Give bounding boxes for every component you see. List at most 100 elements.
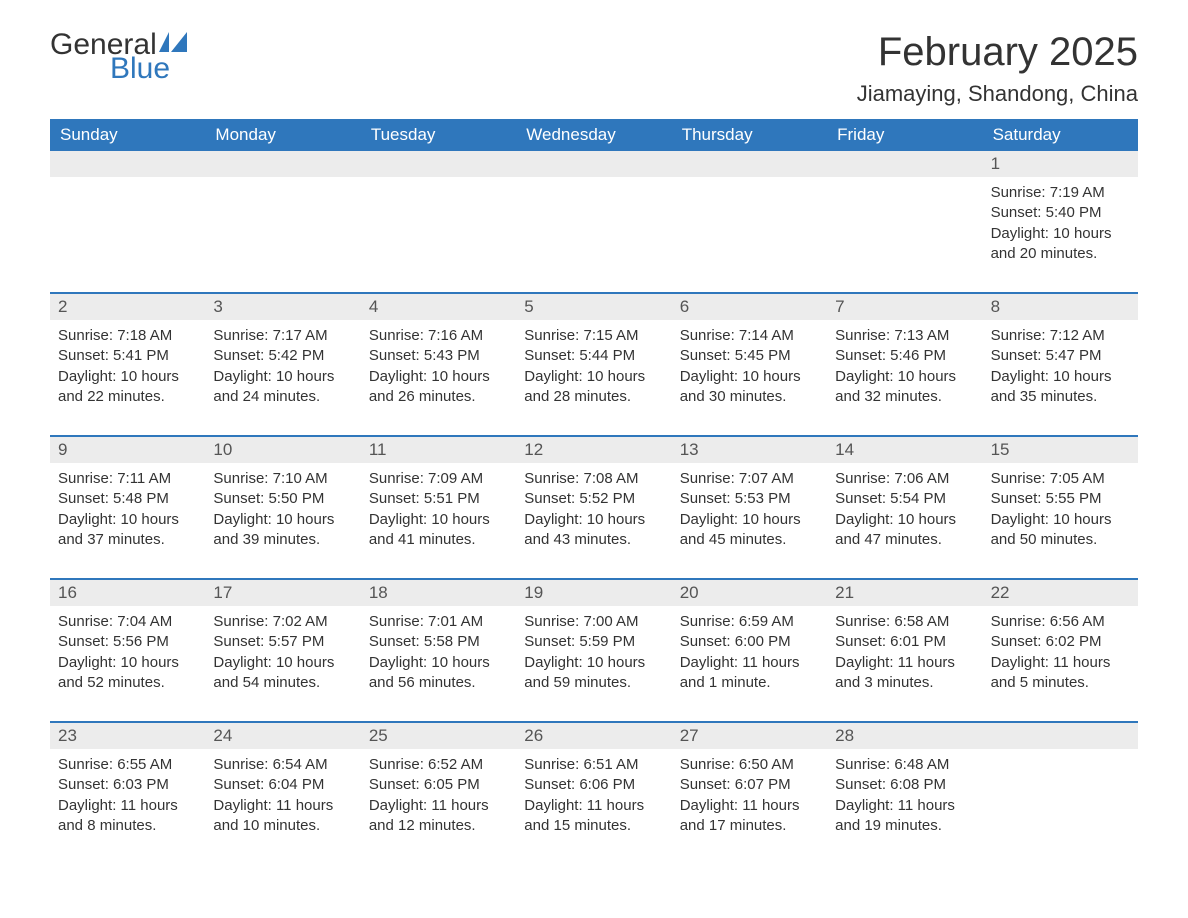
weeks-container: 1Sunrise: 7:19 AMSunset: 5:40 PMDaylight…: [50, 151, 1138, 846]
day-line: Sunrise: 6:56 AM: [991, 612, 1130, 632]
day-line: Sunrise: 7:06 AM: [835, 469, 974, 489]
day-cell: 12Sunrise: 7:08 AMSunset: 5:52 PMDayligh…: [516, 437, 671, 560]
day-number: [516, 151, 671, 177]
day-cell: 3Sunrise: 7:17 AMSunset: 5:42 PMDaylight…: [205, 294, 360, 417]
day-line: Sunset: 6:04 PM: [213, 775, 352, 795]
day-body: Sunrise: 7:13 AMSunset: 5:46 PMDaylight:…: [827, 320, 982, 407]
day-cell: [672, 151, 827, 274]
header: General Blue February 2025 Jiamaying, Sh…: [50, 30, 1138, 107]
day-body: Sunrise: 6:54 AMSunset: 6:04 PMDaylight:…: [205, 749, 360, 836]
day-line: Daylight: 10 hours and 37 minutes.: [58, 510, 197, 551]
day-number: 19: [516, 580, 671, 606]
day-cell: 26 Sunrise: 6:51 AMSunset: 6:06 PMDayligh…: [516, 723, 671, 846]
day-line: Sunrise: 7:19 AM: [991, 183, 1130, 203]
day-number: 6: [672, 294, 827, 320]
day-line: Daylight: 11 hours and 19 minutes.: [835, 796, 974, 837]
day-cell: 10Sunrise: 7:10 AMSunset: 5:50 PMDayligh…: [205, 437, 360, 560]
day-cell: 16Sunrise: 7:04 AMSunset: 5:56 PMDayligh…: [50, 580, 205, 703]
title-block: February 2025 Jiamaying, Shandong, China: [857, 30, 1138, 107]
day-cell: [50, 151, 205, 274]
month-title: February 2025: [857, 30, 1138, 75]
day-body: Sunrise: 6:52 AMSunset: 6:05 PMDaylight:…: [361, 749, 516, 836]
day-body: Sunrise: 7:06 AMSunset: 5:54 PMDaylight:…: [827, 463, 982, 550]
day-line: Daylight: 10 hours and 54 minutes.: [213, 653, 352, 694]
day-cell: 5Sunrise: 7:15 AMSunset: 5:44 PMDaylight…: [516, 294, 671, 417]
day-line: Sunset: 5:58 PM: [369, 632, 508, 652]
day-line: Sunset: 6:03 PM: [58, 775, 197, 795]
day-line: Sunset: 6:00 PM: [680, 632, 819, 652]
day-cell: 27Sunrise: 6:50 AMSunset: 6:07 PMDayligh…: [672, 723, 827, 846]
day-line: Daylight: 10 hours and 26 minutes.: [369, 367, 508, 408]
day-line: Sunset: 5:59 PM: [524, 632, 663, 652]
day-line: Sunset: 5:47 PM: [991, 346, 1130, 366]
day-line: Sunrise: 7:01 AM: [369, 612, 508, 632]
day-line: Sunrise: 7:15 AM: [524, 326, 663, 346]
day-body: Sunrise: 7:15 AMSunset: 5:44 PMDaylight:…: [516, 320, 671, 407]
day-line: Daylight: 10 hours and 30 minutes.: [680, 367, 819, 408]
day-line: Sunrise: 7:08 AM: [524, 469, 663, 489]
day-cell: 8Sunrise: 7:12 AMSunset: 5:47 PMDaylight…: [983, 294, 1138, 417]
day-body: Sunrise: 7:18 AMSunset: 5:41 PMDaylight:…: [50, 320, 205, 407]
day-line: Sunrise: 7:12 AM: [991, 326, 1130, 346]
day-line: Sunset: 5:43 PM: [369, 346, 508, 366]
day-line: Sunset: 6:08 PM: [835, 775, 974, 795]
day-line: Sunrise: 6:51 AM: [524, 755, 663, 775]
day-line: Sunrise: 6:52 AM: [369, 755, 508, 775]
day-body: Sunrise: 7:09 AMSunset: 5:51 PMDaylight:…: [361, 463, 516, 550]
day-number: 11: [361, 437, 516, 463]
day-line: Sunrise: 7:09 AM: [369, 469, 508, 489]
day-line: Sunset: 5:56 PM: [58, 632, 197, 652]
day-number: [361, 151, 516, 177]
day-cell: 7Sunrise: 7:13 AMSunset: 5:46 PMDaylight…: [827, 294, 982, 417]
day-line: Sunset: 6:06 PM: [524, 775, 663, 795]
day-line: Daylight: 10 hours and 35 minutes.: [991, 367, 1130, 408]
day-body: Sunrise: 7:11 AMSunset: 5:48 PMDaylight:…: [50, 463, 205, 550]
day-cell: 9Sunrise: 7:11 AMSunset: 5:48 PMDaylight…: [50, 437, 205, 560]
day-number: [205, 151, 360, 177]
weekday-monday: Monday: [205, 119, 360, 151]
day-number: 12: [516, 437, 671, 463]
day-cell: 20Sunrise: 6:59 AMSunset: 6:00 PMDayligh…: [672, 580, 827, 703]
location: Jiamaying, Shandong, China: [857, 81, 1138, 107]
day-line: Sunset: 5:42 PM: [213, 346, 352, 366]
day-line: Sunrise: 7:10 AM: [213, 469, 352, 489]
day-body: Sunrise: 6:56 AMSunset: 6:02 PMDaylight:…: [983, 606, 1138, 693]
day-number: 26: [516, 723, 671, 749]
day-line: Daylight: 11 hours and 5 minutes.: [991, 653, 1130, 694]
day-number: 1: [983, 151, 1138, 177]
weekday-thursday: Thursday: [672, 119, 827, 151]
day-number: 20: [672, 580, 827, 606]
day-line: Daylight: 11 hours and 12 minutes.: [369, 796, 508, 837]
day-line: Sunset: 5:54 PM: [835, 489, 974, 509]
day-cell: [827, 151, 982, 274]
day-cell: 21Sunrise: 6:58 AMSunset: 6:01 PMDayligh…: [827, 580, 982, 703]
day-cell: 25Sunrise: 6:52 AMSunset: 6:05 PMDayligh…: [361, 723, 516, 846]
day-body: Sunrise: 6:48 AMSunset: 6:08 PMDaylight:…: [827, 749, 982, 836]
day-cell: 1Sunrise: 7:19 AMSunset: 5:40 PMDaylight…: [983, 151, 1138, 274]
weekday-tuesday: Tuesday: [361, 119, 516, 151]
day-cell: 2Sunrise: 7:18 AMSunset: 5:41 PMDaylight…: [50, 294, 205, 417]
day-body: Sunrise: 7:14 AMSunset: 5:45 PMDaylight:…: [672, 320, 827, 407]
day-line: Daylight: 11 hours and 1 minute.: [680, 653, 819, 694]
day-line: Sunset: 6:05 PM: [369, 775, 508, 795]
week-row: 23Sunrise: 6:55 AMSunset: 6:03 PMDayligh…: [50, 721, 1138, 846]
day-cell: 24Sunrise: 6:54 AMSunset: 6:04 PMDayligh…: [205, 723, 360, 846]
day-line: Sunset: 5:52 PM: [524, 489, 663, 509]
day-number: 7: [827, 294, 982, 320]
day-line: Daylight: 11 hours and 15 minutes.: [524, 796, 663, 837]
day-line: Daylight: 10 hours and 59 minutes.: [524, 653, 663, 694]
week-row: 16Sunrise: 7:04 AMSunset: 5:56 PMDayligh…: [50, 578, 1138, 703]
day-line: Sunrise: 6:50 AM: [680, 755, 819, 775]
day-line: Sunset: 5:41 PM: [58, 346, 197, 366]
calendar: SundayMondayTuesdayWednesdayThursdayFrid…: [50, 119, 1138, 846]
week-row: 1Sunrise: 7:19 AMSunset: 5:40 PMDaylight…: [50, 151, 1138, 274]
day-line: Daylight: 11 hours and 3 minutes.: [835, 653, 974, 694]
day-number: 28: [827, 723, 982, 749]
logo: General Blue: [50, 30, 187, 84]
day-body: Sunrise: 7:19 AMSunset: 5:40 PMDaylight:…: [983, 177, 1138, 264]
day-number: 4: [361, 294, 516, 320]
day-number: 10: [205, 437, 360, 463]
day-line: Sunrise: 7:16 AM: [369, 326, 508, 346]
day-cell: [361, 151, 516, 274]
day-line: Sunset: 5:53 PM: [680, 489, 819, 509]
